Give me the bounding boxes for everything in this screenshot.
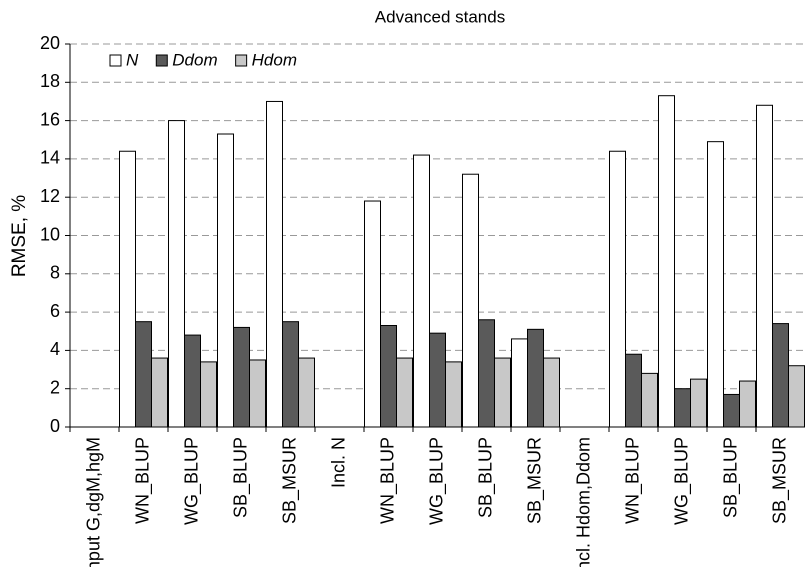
bar [200, 361, 217, 428]
bar [772, 323, 789, 428]
y-axis-label: RMSE, % [9, 195, 30, 277]
bar [168, 120, 185, 428]
x-tick-label: SB_BLUP [720, 437, 741, 518]
bar [282, 321, 299, 428]
legend-swatch [109, 54, 122, 67]
bar [380, 325, 397, 428]
x-tick-label: SB_BLUP [230, 437, 251, 518]
bar [249, 359, 266, 428]
x-tick-label: SB_BLUP [475, 437, 496, 518]
x-tick-label: WN_BLUP [377, 437, 398, 524]
legend-swatch [235, 54, 248, 67]
y-tick-label: 14 [40, 148, 60, 168]
bar [151, 357, 168, 428]
y-tick-label: 4 [50, 339, 60, 359]
y-tick-label: 8 [50, 263, 60, 283]
x-tick-label: Input G,dgM,hgM [83, 437, 103, 567]
bar [396, 357, 413, 428]
y-tick-label: 18 [40, 71, 60, 91]
bar [788, 365, 805, 428]
bar [445, 361, 462, 428]
bar [266, 100, 283, 428]
y-tick-label: 0 [50, 416, 60, 436]
x-tick-label: SB_MSUR [769, 437, 790, 524]
y-tick-label: 20 [40, 33, 60, 53]
bar [609, 150, 626, 428]
bar [674, 388, 691, 428]
bar [135, 321, 152, 428]
legend-label: N [126, 50, 139, 69]
bar [364, 200, 381, 428]
x-tick-label: WN_BLUP [622, 437, 643, 524]
bar [462, 173, 479, 428]
y-tick-label: 6 [50, 301, 60, 321]
bar [119, 150, 136, 428]
bar [625, 353, 642, 428]
chart-title: Advanced stands [375, 7, 505, 26]
x-tick-label: Incl. N [328, 437, 348, 488]
y-tick-label: 16 [40, 109, 60, 129]
bar [298, 357, 315, 428]
y-tick-label: 2 [50, 377, 60, 397]
bar [413, 154, 430, 428]
bar [429, 332, 446, 428]
bar [756, 104, 773, 428]
x-tick-label: SB_MSUR [279, 437, 300, 524]
x-tick-label: WG_BLUP [426, 437, 447, 525]
legend-swatch [155, 54, 168, 67]
bar [658, 95, 675, 428]
x-tick-label: Incl. Hdom,Ddom [573, 437, 593, 567]
bar [723, 393, 740, 428]
x-tick-label: WG_BLUP [181, 437, 202, 525]
bar [233, 326, 250, 428]
bar [641, 372, 658, 428]
bar [690, 378, 707, 428]
bar [739, 380, 756, 428]
bar [217, 133, 234, 428]
bar [527, 328, 544, 428]
x-tick-label: WG_BLUP [671, 437, 692, 525]
y-tick-label: 12 [40, 186, 60, 206]
bar [543, 357, 560, 428]
bar [184, 334, 201, 428]
x-tick-label: WN_BLUP [132, 437, 153, 524]
x-tick-label: SB_MSUR [524, 437, 545, 524]
legend-label: Ddom [172, 50, 217, 69]
bar [494, 357, 511, 428]
y-tick-label: 10 [40, 224, 60, 244]
bar [511, 338, 528, 428]
bar [707, 141, 724, 428]
legend-label: Hdom [252, 50, 297, 69]
bar [478, 319, 495, 428]
